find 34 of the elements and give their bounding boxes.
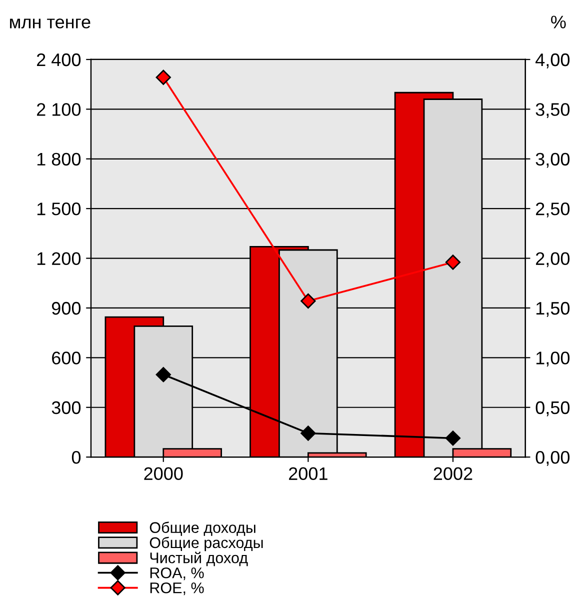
x-tick-label: 2000 (144, 467, 183, 480)
x-tick-label: 2001 (289, 467, 328, 480)
y2-tick-label: 2,00 (536, 252, 570, 268)
y2-tick-label: 0,00 (536, 451, 570, 466)
y-tick-label: 1 200 (37, 252, 81, 265)
y2-tick-label: 4,00 (536, 53, 570, 68)
point (156, 367, 171, 382)
y-tick-label: 0 (72, 451, 81, 464)
legend-label: Чистый доход (150, 552, 248, 566)
point (445, 254, 461, 270)
y-tick-label: 1 500 (37, 202, 81, 216)
y2-tick-label: 3,00 (536, 152, 570, 168)
legend-label: ROE, % (150, 582, 204, 596)
y2-tick-label: 2,50 (536, 202, 570, 218)
y2-tick-label: 1,00 (536, 352, 570, 367)
x-tick-label: 2002 (434, 467, 472, 480)
point (300, 293, 316, 309)
y-tick-label: 1 800 (37, 152, 81, 166)
legend-label: ROA, % (150, 567, 204, 580)
y2-tick-label: 1,50 (536, 302, 570, 317)
point (300, 426, 316, 441)
point (156, 70, 171, 85)
point (445, 430, 461, 446)
legend-label: Общие доходы (150, 522, 256, 536)
y-axis-title: млн тенге (10, 18, 90, 28)
y2-axis-title: % (551, 16, 566, 28)
legend-label: Общие расходы (150, 536, 263, 552)
y-tick-label: 2 400 (36, 53, 81, 66)
y-tick-label: 2 100 (36, 103, 81, 116)
y-tick-label: 300 (52, 401, 81, 414)
y-tick-label: 900 (52, 302, 81, 315)
y2-tick-label: 0,50 (536, 401, 570, 416)
y2-tick-label: 3,50 (536, 103, 570, 118)
y-tick-label: 600 (52, 352, 81, 364)
